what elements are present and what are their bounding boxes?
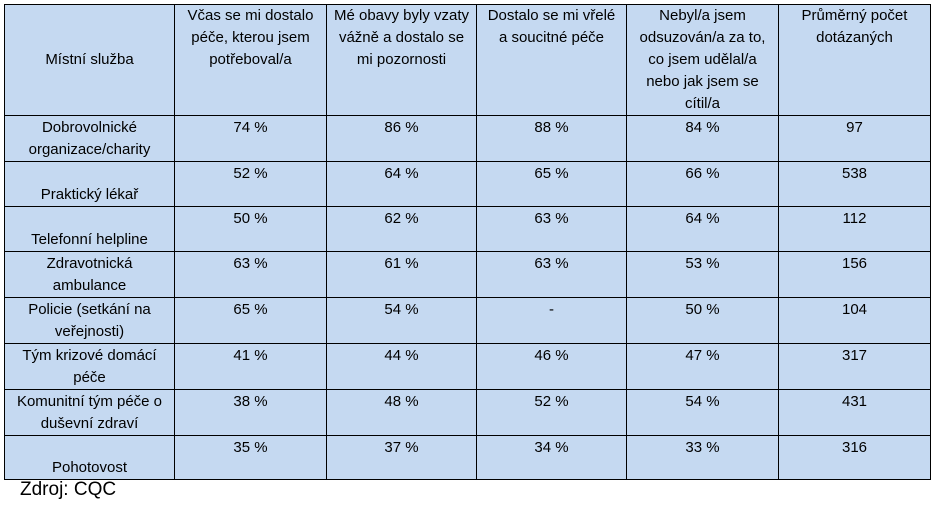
value-cell: 52 %: [476, 389, 627, 436]
value-cell: 54 %: [326, 297, 477, 344]
table-row: Praktický lékař 52 % 64 % 65 % 66 % 538: [4, 161, 931, 207]
count-cell: 316: [778, 435, 931, 480]
service-name: Telefonní helpline: [4, 206, 175, 252]
value-cell: 63 %: [476, 206, 627, 252]
count-cell: 112: [778, 206, 931, 252]
count-cell: 156: [778, 251, 931, 298]
count-cell: 538: [778, 161, 931, 207]
value-cell: 38 %: [174, 389, 327, 436]
header-row: Místní služba Včas se mi dostalo péče, k…: [4, 4, 931, 116]
value-cell: 65 %: [476, 161, 627, 207]
service-name: Dobrovolnické organizace/charity: [4, 115, 175, 162]
value-cell: 86 %: [326, 115, 477, 162]
value-cell: -: [476, 297, 627, 344]
value-cell: 65 %: [174, 297, 327, 344]
header-service: Místní služba: [4, 4, 175, 116]
value-cell: 34 %: [476, 435, 627, 480]
value-cell: 41 %: [174, 343, 327, 390]
service-name: Tým krizové domácí péče: [4, 343, 175, 390]
satisfaction-table: Místní služba Včas se mi dostalo péče, k…: [4, 4, 931, 480]
table-row: Pohotovost 35 % 37 % 34 % 33 % 316: [4, 435, 931, 480]
table-row: Telefonní helpline 50 % 62 % 63 % 64 % 1…: [4, 206, 931, 252]
value-cell: 46 %: [476, 343, 627, 390]
service-name: Pohotovost: [4, 435, 175, 480]
value-cell: 50 %: [626, 297, 779, 344]
count-cell: 317: [778, 343, 931, 390]
count-cell: 97: [778, 115, 931, 162]
value-cell: 33 %: [626, 435, 779, 480]
value-cell: 74 %: [174, 115, 327, 162]
value-cell: 88 %: [476, 115, 627, 162]
value-cell: 66 %: [626, 161, 779, 207]
value-cell: 35 %: [174, 435, 327, 480]
service-name: Praktický lékař: [4, 161, 175, 207]
value-cell: 62 %: [326, 206, 477, 252]
value-cell: 63 %: [476, 251, 627, 298]
header-concerns-taken-seriously: Mé obavy byly vzaty vážně a dostalo se m…: [326, 4, 477, 116]
value-cell: 61 %: [326, 251, 477, 298]
value-cell: 84 %: [626, 115, 779, 162]
header-timely-care: Včas se mi dostalo péče, kterou jsem pot…: [174, 4, 327, 116]
value-cell: 63 %: [174, 251, 327, 298]
service-name: Zdravotnická ambulance: [4, 251, 175, 298]
service-name: Policie (setkání na veřejnosti): [4, 297, 175, 344]
value-cell: 53 %: [626, 251, 779, 298]
source-caption: Zdroj: CQC: [20, 479, 117, 500]
header-not-judged: Nebyl/a jsem odsuzován/a za to, co jsem …: [626, 4, 779, 116]
value-cell: 52 %: [174, 161, 327, 207]
header-respondent-count: Průměrný počet dotázaných: [778, 4, 931, 116]
value-cell: 54 %: [626, 389, 779, 436]
table-row: Dobrovolnické organizace/charity 74 % 86…: [4, 115, 931, 162]
value-cell: 48 %: [326, 389, 477, 436]
value-cell: 50 %: [174, 206, 327, 252]
value-cell: 47 %: [626, 343, 779, 390]
table-row: Zdravotnická ambulance 63 % 61 % 63 % 53…: [4, 251, 931, 298]
value-cell: 64 %: [626, 206, 779, 252]
count-cell: 431: [778, 389, 931, 436]
table-row: Policie (setkání na veřejnosti) 65 % 54 …: [4, 297, 931, 344]
service-name: Komunitní tým péče o duševní zdraví: [4, 389, 175, 436]
value-cell: 37 %: [326, 435, 477, 480]
value-cell: 44 %: [326, 343, 477, 390]
count-cell: 104: [778, 297, 931, 344]
table-row: Tým krizové domácí péče 41 % 44 % 46 % 4…: [4, 343, 931, 390]
value-cell: 64 %: [326, 161, 477, 207]
table-row: Komunitní tým péče o duševní zdraví 38 %…: [4, 389, 931, 436]
header-warm-compassionate-care: Dostalo se mi vřelé a soucitné péče: [476, 4, 627, 116]
